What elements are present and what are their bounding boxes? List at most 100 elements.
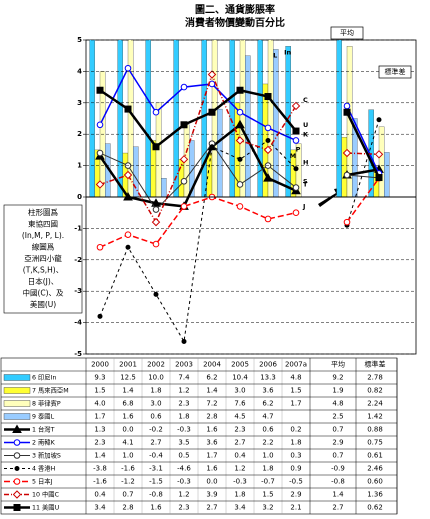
line-point <box>181 338 187 344</box>
note-line: 中國(C)、及 <box>22 288 64 298</box>
table-cell: 2.3 <box>178 504 189 512</box>
summary-line <box>346 174 380 179</box>
chart-subtitle: 消費者物價變動百分比 <box>185 16 285 29</box>
table-cell: 2.7 <box>234 439 245 447</box>
y-tick-label: 5 <box>77 36 82 44</box>
table-cell: -3.8 <box>93 465 107 473</box>
table-cell: -0.4 <box>149 452 163 460</box>
table-cell: 4.5 <box>234 413 245 421</box>
line-point <box>292 137 300 144</box>
table-cell: 10.4 <box>232 374 248 382</box>
summary-box-label: 平均 <box>340 28 354 37</box>
line-point <box>125 244 131 250</box>
line-point <box>153 291 159 297</box>
table-cell: 6.2 <box>206 374 217 382</box>
series-label: C <box>303 96 308 104</box>
table-header: 2007a <box>285 361 307 369</box>
note-line: 柱形圖爲 <box>28 207 58 217</box>
table-cell: 1.2 <box>178 491 189 499</box>
table-cell: 0.9 <box>290 465 301 473</box>
table-cell: 2.1 <box>290 504 301 512</box>
table-cell: 0.7 <box>122 491 133 499</box>
table-cell: 1.7 <box>94 413 105 421</box>
line-point <box>235 136 245 145</box>
table-cell: -1.6 <box>121 465 135 473</box>
line-point <box>96 149 104 157</box>
summary-box <box>378 65 412 79</box>
bar <box>206 152 213 198</box>
line-point <box>342 148 352 158</box>
table-cell: 0.0 <box>122 426 133 434</box>
legend-swatch <box>3 400 31 407</box>
line-point <box>292 184 300 191</box>
table-cell: 6.2 <box>262 400 273 408</box>
line-point <box>152 143 160 151</box>
note-line: 線圖爲 <box>32 242 55 252</box>
line-point <box>264 93 272 101</box>
table-cell: 0.4 <box>94 491 106 499</box>
line <box>99 139 297 343</box>
table-cell: 13.3 <box>260 374 276 382</box>
table-cell: -0.8 <box>331 478 345 486</box>
legend-label: 4 香港H <box>32 464 56 473</box>
y-tick-label: 3 <box>77 99 82 107</box>
line-point <box>179 155 189 164</box>
line-point <box>343 108 351 116</box>
line-point <box>235 119 245 129</box>
table-cell: 2.2 <box>262 439 273 447</box>
series-label: U <box>303 121 308 129</box>
line-point <box>180 203 188 210</box>
summary-line <box>346 105 380 174</box>
line-point <box>374 150 384 159</box>
legend-label: 8 菲律賓P <box>32 399 61 408</box>
table-cell: 2.7 <box>206 504 217 512</box>
table-cell: 0.3 <box>290 452 301 460</box>
table-cell: 6.8 <box>122 400 133 408</box>
bar <box>378 126 385 198</box>
bar <box>384 152 390 198</box>
table-cell: 1.4 <box>94 452 106 460</box>
table-header: 2005 <box>231 361 249 369</box>
legend-label: 11 美國U <box>32 503 60 512</box>
note-line: 日本(J)、 <box>28 276 59 286</box>
table-cell: 2.3 <box>234 426 245 434</box>
line-point <box>96 243 104 251</box>
legend-label: 10 中國C <box>32 490 60 499</box>
line-point <box>291 101 301 111</box>
table-cell: 1.7 <box>290 400 301 408</box>
summary-line <box>346 177 380 223</box>
table-cell: 1.0 <box>122 452 133 460</box>
summary-line <box>346 119 380 226</box>
table-cell: 2.3 <box>178 400 189 408</box>
table-cell: 0.60 <box>367 478 383 486</box>
line <box>99 142 297 211</box>
table-cell: -0.5 <box>289 478 303 486</box>
table-header: 平均 <box>331 360 345 369</box>
table-cell: 3.2 <box>262 504 273 512</box>
y-tick-label: 4 <box>77 67 82 75</box>
table-cell: 1.2 <box>178 387 189 395</box>
line <box>99 72 297 224</box>
table-cell: -0.2 <box>149 426 163 434</box>
legend-label: 5 日本J <box>32 477 53 486</box>
line-point <box>343 102 351 110</box>
line-point <box>207 70 217 79</box>
table-cell: 0.5 <box>178 452 189 460</box>
table-cell: 1.5 <box>290 387 301 395</box>
line-point <box>236 181 244 188</box>
note-line: 亞洲四小龍 <box>24 253 62 263</box>
line-point <box>180 178 188 185</box>
line-point <box>152 206 160 213</box>
table-header: 2004 <box>203 361 221 369</box>
summary-line <box>345 111 381 179</box>
table-cell: 1.8 <box>262 465 273 473</box>
table-cell: 1.8 <box>234 491 245 499</box>
legend-marker <box>13 439 21 446</box>
series-label: S <box>303 178 308 186</box>
line-point <box>375 174 383 182</box>
table-cell: 1.9 <box>332 387 343 395</box>
table-cell: 1.36 <box>367 491 383 499</box>
line <box>99 196 297 248</box>
bar <box>341 137 348 198</box>
